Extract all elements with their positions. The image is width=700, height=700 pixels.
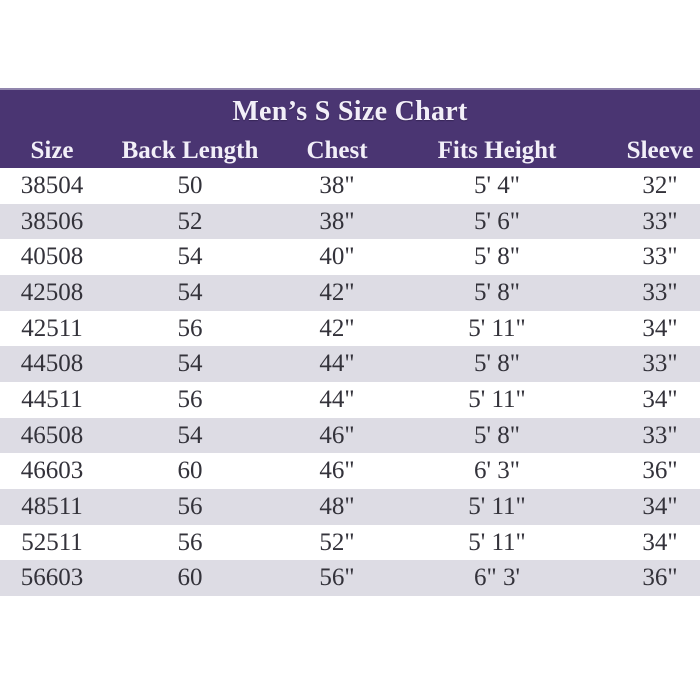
table-row-44511: 44511 56 44" 5' 11" 34" <box>0 382 700 418</box>
cell-sleeve: 34" <box>642 528 678 556</box>
cell-size: 38504 <box>20 171 84 199</box>
table-row-44508: 44508 54 44" 5' 8" 33" <box>0 346 700 383</box>
column-header-chest: Chest <box>306 137 368 164</box>
column-header-fits-height: Fits Height <box>437 137 557 164</box>
column-header-row: Size Back Length Chest Fits Height Sleeve <box>0 134 700 168</box>
table-row-46603: 46603 60 46" 6' 3" 36" <box>0 453 700 489</box>
cell-chest: 42" <box>319 314 355 342</box>
table-body: 38504 50 38" 5' 4" 32" 38506 52 38" 5' 6" 33" 4050… <box>0 168 700 597</box>
cell-sleeve: 32" <box>642 171 678 199</box>
cell-size: 44511 <box>21 385 83 413</box>
cell-back-length: 54 <box>177 421 203 449</box>
cell-fits-height: 5' 8" <box>474 278 520 306</box>
cell-size: 44508 <box>20 350 84 378</box>
cell-back-length: 56 <box>177 314 203 342</box>
cell-chest: 46" <box>319 457 355 485</box>
cell-size: 42511 <box>21 314 83 342</box>
table-row-56603: 56603 60 56" 6" 3' 36" <box>0 560 700 597</box>
cell-fits-height: 5' 11" <box>468 528 526 556</box>
cell-back-length: 54 <box>177 278 203 306</box>
table-header-band: Men’s S Size Chart Size Back Length Chest F… <box>0 88 700 168</box>
cell-back-length: 50 <box>177 171 203 199</box>
cell-size: 52511 <box>21 528 83 556</box>
cell-sleeve: 33" <box>642 421 678 449</box>
cell-size: 42508 <box>20 278 84 306</box>
cell-sleeve: 33" <box>642 207 678 235</box>
cell-fits-height: 5' 11" <box>468 314 526 342</box>
table-row-42508: 42508 54 42" 5' 8" 33" <box>0 275 700 311</box>
cell-back-length: 60 <box>177 564 203 592</box>
cell-chest: 44" <box>319 385 355 413</box>
table-row-42511: 42511 56 42" 5' 11" 34" <box>0 311 700 347</box>
table-row-46508: 46508 54 46" 5' 8" 33" <box>0 417 700 454</box>
cell-chest: 48" <box>319 492 355 520</box>
cell-sleeve: 33" <box>642 350 678 378</box>
cell-back-length: 54 <box>177 350 203 378</box>
table-row-38504: 38504 50 38" 5' 4" 32" <box>0 168 700 204</box>
cell-back-length: 52 <box>177 207 203 235</box>
cell-chest: 40" <box>319 243 355 271</box>
chart-title: Men’s S Size Chart <box>232 96 468 127</box>
cell-fits-height: 6" 3' <box>474 564 520 592</box>
cell-fits-height: 6' 3" <box>474 457 520 485</box>
table-row-40508: 40508 54 40" 5' 8" 33" <box>0 239 700 275</box>
cell-fits-height: 5' 8" <box>474 350 520 378</box>
cell-fits-height: 5' 8" <box>474 421 520 449</box>
cell-sleeve: 34" <box>642 492 678 520</box>
cell-chest: 56" <box>319 564 355 592</box>
table-row-38506: 38506 52 38" 5' 6" 33" <box>0 203 700 240</box>
cell-fits-height: 5' 8" <box>474 243 520 271</box>
cell-chest: 52" <box>319 528 355 556</box>
cell-size: 40508 <box>20 243 84 271</box>
cell-back-length: 56 <box>177 385 203 413</box>
cell-sleeve: 34" <box>642 385 678 413</box>
cell-fits-height: 5' 4" <box>474 171 520 199</box>
cell-fits-height: 5' 11" <box>468 492 526 520</box>
cell-sleeve: 36" <box>642 564 678 592</box>
cell-fits-height: 5' 11" <box>468 385 526 413</box>
cell-chest: 38" <box>319 207 355 235</box>
table-row-52511: 52511 56 52" 5' 11" 34" <box>0 525 700 561</box>
cell-size: 46603 <box>20 457 84 485</box>
cell-sleeve: 33" <box>642 278 678 306</box>
cell-sleeve: 34" <box>642 314 678 342</box>
cell-back-length: 56 <box>177 528 203 556</box>
cell-chest: 38" <box>319 171 355 199</box>
cell-chest: 42" <box>319 278 355 306</box>
cell-back-length: 60 <box>177 457 203 485</box>
cell-chest: 44" <box>319 350 355 378</box>
table-row-48511: 48511 56 48" 5' 11" 34" <box>0 489 700 525</box>
cell-size: 56603 <box>20 564 84 592</box>
cell-sleeve: 36" <box>642 457 678 485</box>
cell-size: 38506 <box>20 207 84 235</box>
cell-chest: 46" <box>319 421 355 449</box>
cell-sleeve: 33" <box>642 243 678 271</box>
cell-size: 48511 <box>21 492 83 520</box>
cell-fits-height: 5' 6" <box>474 207 520 235</box>
cell-back-length: 54 <box>177 243 203 271</box>
column-header-sleeve: Sleeve <box>626 137 694 164</box>
cell-back-length: 56 <box>177 492 203 520</box>
cell-size: 46508 <box>20 421 84 449</box>
column-header-size: Size <box>30 137 74 164</box>
column-header-back-length: Back Length <box>121 137 259 164</box>
